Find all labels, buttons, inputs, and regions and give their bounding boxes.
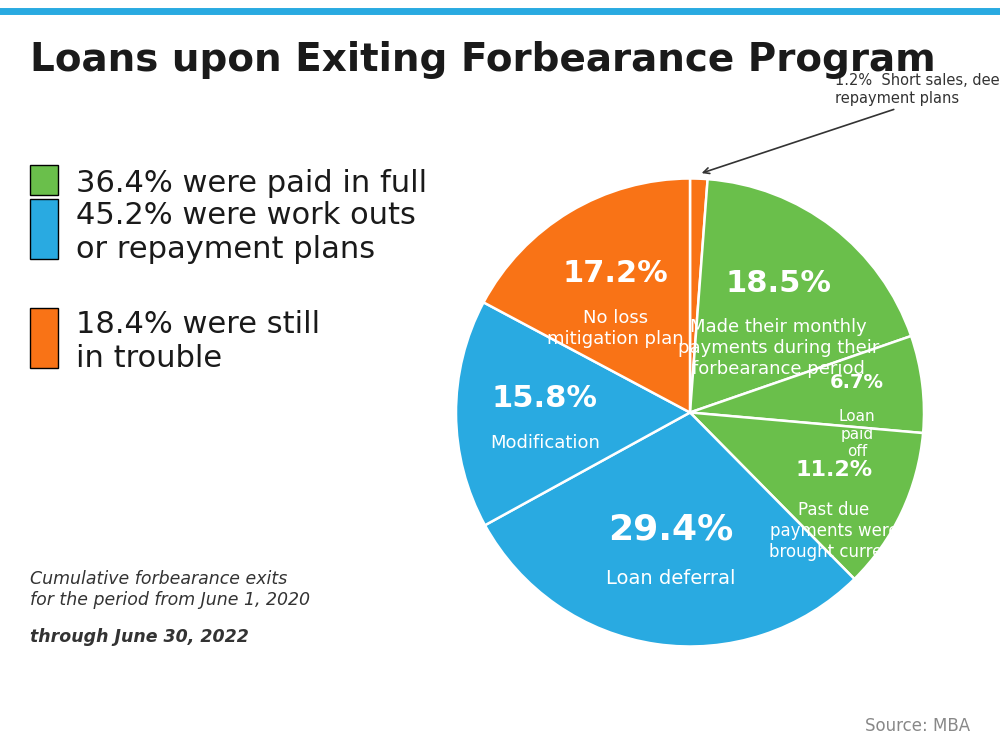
Text: Loan
paid
off: Loan paid off: [839, 392, 876, 459]
Text: Loan deferral: Loan deferral: [606, 547, 735, 588]
Text: 18.4% were still
in trouble: 18.4% were still in trouble: [76, 310, 320, 373]
Text: 6.7%: 6.7%: [830, 373, 884, 392]
Text: through June 30, 2022: through June 30, 2022: [30, 628, 249, 646]
Text: Loans upon Exiting Forbearance Program: Loans upon Exiting Forbearance Program: [30, 41, 936, 80]
Text: Modification: Modification: [490, 413, 600, 452]
Wedge shape: [690, 336, 924, 433]
Text: 36.4% were paid in full: 36.4% were paid in full: [76, 170, 427, 198]
Wedge shape: [690, 179, 911, 412]
Text: Cumulative forbearance exits
for the period from June 1, 2020: Cumulative forbearance exits for the per…: [30, 570, 310, 609]
Text: Made their monthly
payments during their
forbearance period: Made their monthly payments during their…: [678, 298, 879, 378]
Wedge shape: [485, 413, 854, 646]
Text: 1.2%  Short sales, deeds-in-lieu,
repayment plans: 1.2% Short sales, deeds-in-lieu, repayme…: [703, 74, 1000, 173]
Text: No loss
mitigation plan: No loss mitigation plan: [547, 288, 684, 348]
Text: 18.5%: 18.5%: [726, 268, 832, 298]
Text: 29.4%: 29.4%: [608, 513, 733, 547]
Wedge shape: [690, 178, 708, 412]
Text: Past due
payments were
brought current: Past due payments were brought current: [769, 480, 899, 561]
Wedge shape: [690, 413, 923, 579]
Text: 15.8%: 15.8%: [492, 385, 598, 413]
Wedge shape: [484, 178, 690, 412]
Text: 45.2% were work outs
or repayment plans: 45.2% were work outs or repayment plans: [76, 201, 416, 264]
Wedge shape: [456, 302, 690, 525]
Text: Source: MBA: Source: MBA: [865, 717, 970, 735]
Text: 17.2%: 17.2%: [562, 259, 668, 288]
Text: 11.2%: 11.2%: [795, 460, 873, 480]
